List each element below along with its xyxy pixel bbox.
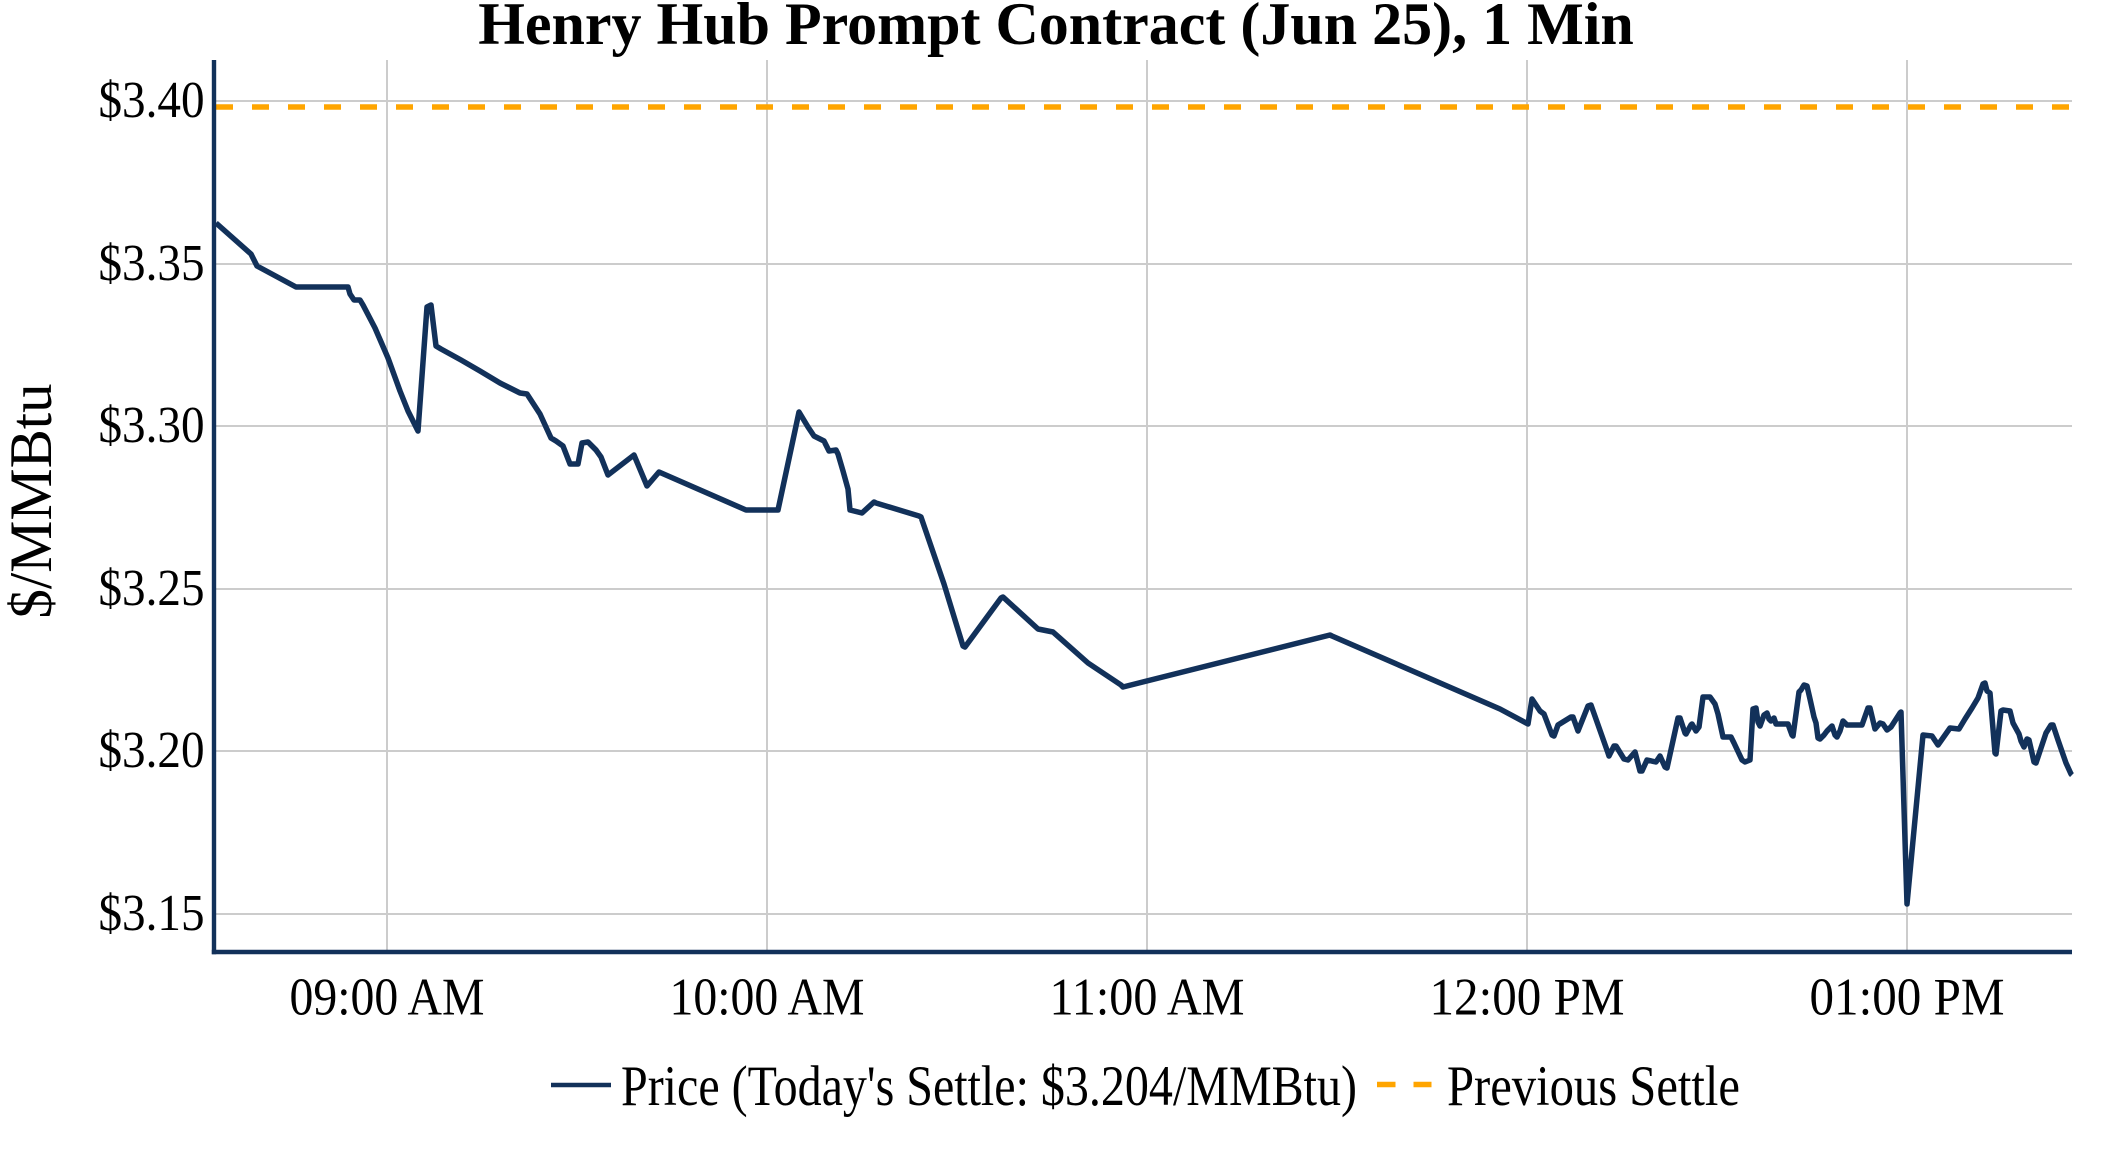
- svg-text:$3.30: $3.30: [99, 397, 205, 454]
- svg-text:01:00 PM: 01:00 PM: [1810, 969, 2005, 1027]
- svg-text:12:00 PM: 12:00 PM: [1430, 969, 1625, 1027]
- svg-text:$3.35: $3.35: [99, 235, 205, 292]
- svg-text:09:00 AM: 09:00 AM: [290, 969, 485, 1027]
- svg-text:10:00 AM: 10:00 AM: [670, 969, 865, 1027]
- svg-text:$3.25: $3.25: [99, 560, 205, 617]
- svg-text:Henry Hub Prompt Contract (Jun: Henry Hub Prompt Contract (Jun 25), 1 Mi…: [478, 0, 1634, 57]
- svg-text:$3.40: $3.40: [99, 72, 205, 129]
- svg-text:$3.15: $3.15: [99, 885, 205, 942]
- svg-text:$/MMBtu: $/MMBtu: [0, 384, 64, 619]
- svg-text:11:00 AM: 11:00 AM: [1050, 969, 1245, 1027]
- svg-text:Previous Settle: Previous Settle: [1447, 1055, 1740, 1118]
- svg-text:Price (Today's Settle: $3.204/: Price (Today's Settle: $3.204/MMBtu): [621, 1055, 1357, 1118]
- svg-text:$3.20: $3.20: [99, 722, 205, 779]
